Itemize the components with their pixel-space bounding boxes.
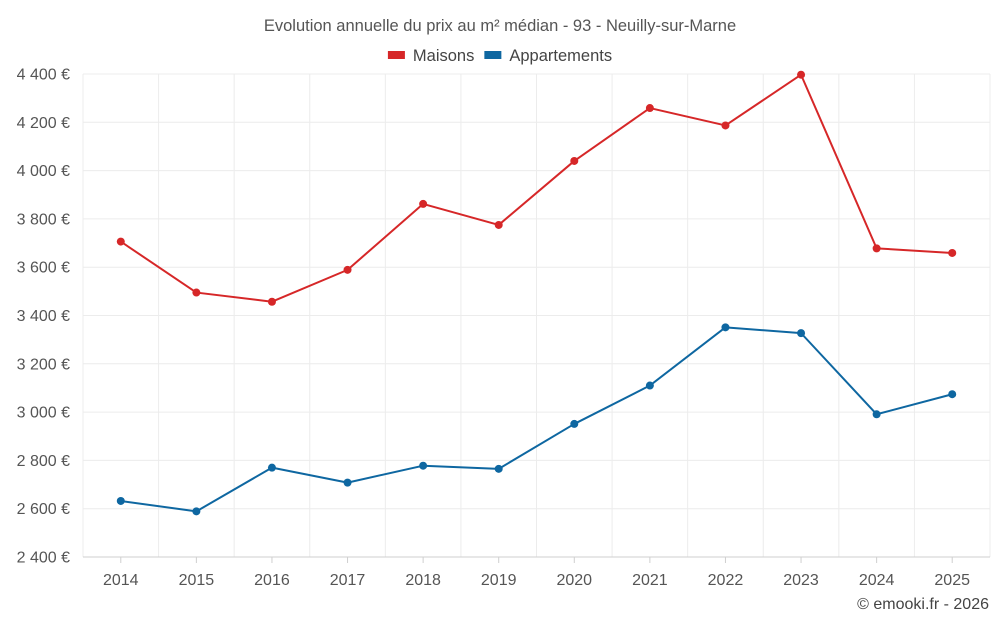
y-tick-label: 3 000 € — [17, 405, 70, 422]
data-point-maisons — [116, 237, 125, 246]
y-tick-label: 4 200 € — [17, 115, 70, 132]
grid — [82, 73, 991, 558]
legend-swatch-maisons — [387, 51, 405, 59]
x-tick-label: 2025 — [934, 572, 970, 589]
x-tick-label: 2019 — [481, 572, 517, 589]
data-point-appartements — [419, 461, 428, 470]
data-point-appartements — [267, 463, 276, 472]
data-point-maisons — [872, 244, 881, 253]
data-point-appartements — [948, 390, 957, 399]
credit-text: © emooki.fr - 2026 — [857, 596, 989, 613]
series-appartements — [116, 323, 957, 516]
legend-swatch-appartements — [484, 51, 502, 59]
y-tick-label: 4 400 € — [17, 67, 70, 84]
data-point-appartements — [872, 410, 881, 419]
y-tick-label: 3 800 € — [17, 211, 70, 228]
legend: Maisons Appartements — [387, 47, 612, 65]
series-maisons — [116, 70, 957, 306]
y-tick-label: 3 400 € — [17, 308, 70, 325]
x-tick-label: 2014 — [103, 572, 139, 589]
x-tick-label: 2022 — [708, 572, 744, 589]
y-tick-label: 4 000 € — [17, 163, 70, 180]
data-point-appartements — [116, 496, 125, 505]
series-layer — [116, 70, 957, 516]
x-tick-label: 2016 — [254, 572, 290, 589]
data-point-maisons — [267, 297, 276, 306]
data-point-maisons — [343, 265, 352, 274]
data-point-maisons — [645, 104, 654, 113]
y-tick-label: 2 400 € — [17, 550, 70, 567]
data-point-maisons — [721, 121, 730, 130]
x-tick-label: 2024 — [859, 572, 895, 589]
chart-title: Evolution annuelle du prix au m² médian … — [264, 17, 736, 35]
data-point-maisons — [419, 199, 428, 208]
legend-label: Appartements — [509, 47, 612, 65]
x-tick-label: 2018 — [405, 572, 441, 589]
data-point-maisons — [948, 248, 957, 257]
data-point-appartements — [494, 464, 503, 473]
y-tick-label: 2 800 € — [17, 453, 70, 470]
data-point-maisons — [494, 220, 503, 229]
data-point-appartements — [343, 478, 352, 487]
legend-label: Maisons — [413, 47, 474, 65]
x-tick-label: 2021 — [632, 572, 668, 589]
data-point-maisons — [797, 70, 806, 79]
data-point-appartements — [192, 507, 201, 516]
y-tick-label: 3 600 € — [17, 260, 70, 277]
data-point-appartements — [570, 419, 579, 428]
x-tick-label: 2020 — [556, 572, 592, 589]
axes: 2 400 € 2 600 € 2 800 € 3 000 € 3 200 € 3 400… — [17, 67, 990, 589]
data-point-appartements — [645, 381, 654, 390]
data-point-maisons — [570, 156, 579, 165]
series-line-maisons — [120, 73, 953, 303]
data-point-appartements — [721, 323, 730, 332]
x-tick-label: 2017 — [330, 572, 366, 589]
data-point-maisons — [192, 288, 201, 297]
y-tick-label: 2 600 € — [17, 501, 70, 518]
data-point-appartements — [797, 329, 806, 338]
series-line-appartements — [120, 326, 953, 513]
y-tick-label: 3 200 € — [17, 356, 70, 373]
x-tick-label: 2015 — [179, 572, 215, 589]
x-tick-label: 2023 — [783, 572, 819, 589]
